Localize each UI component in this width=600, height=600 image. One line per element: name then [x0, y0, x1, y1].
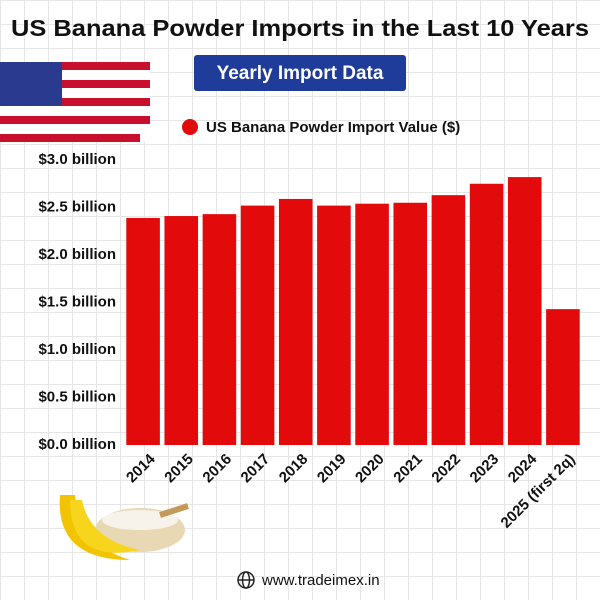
x-tick-label: 2017 [238, 451, 274, 487]
legend-swatch [182, 119, 198, 135]
x-tick-label: 2018 [276, 451, 312, 487]
footer: www.tradeimex.in [261, 572, 380, 589]
x-tick-label: 2021 [390, 451, 426, 487]
y-tick-label: $3.0 billion [38, 151, 116, 168]
x-tick-label: 2023 [467, 451, 503, 487]
bar [164, 216, 199, 445]
chart-title: US Banana Powder Imports in the Last 10 … [11, 15, 589, 41]
y-tick-label: $1.0 billion [38, 341, 116, 358]
legend-label: US Banana Powder Import Value ($) [206, 119, 460, 136]
y-tick-label: $1.5 billion [38, 293, 116, 310]
bar [202, 214, 237, 445]
bar [278, 198, 313, 445]
subtitle-box [194, 55, 406, 91]
y-tick-label: $2.0 billion [38, 246, 116, 263]
x-tick-label: 2022 [428, 451, 464, 487]
subtitle: Yearly Import Data [217, 63, 384, 84]
banana-decoration [59, 495, 189, 560]
bar [546, 309, 580, 445]
bar [317, 205, 351, 445]
flag-decoration [0, 62, 150, 142]
bar [393, 202, 428, 445]
x-tick-label: 2014 [123, 450, 159, 486]
x-tick-label: 2019 [314, 451, 350, 487]
globe-icon [237, 571, 255, 589]
bar [507, 177, 542, 445]
bar [469, 183, 504, 445]
x-tick-label: 2016 [199, 451, 235, 487]
bar [355, 203, 389, 445]
x-tick-label: 2020 [352, 451, 388, 487]
bar [431, 195, 466, 445]
y-tick-label: $0.5 billion [38, 388, 116, 405]
x-tick-label: 2015 [161, 451, 197, 487]
y-tick-label: $0.0 billion [38, 436, 116, 453]
bar [126, 217, 160, 445]
y-tick-label: $2.5 billion [38, 198, 116, 215]
bar [240, 205, 275, 445]
